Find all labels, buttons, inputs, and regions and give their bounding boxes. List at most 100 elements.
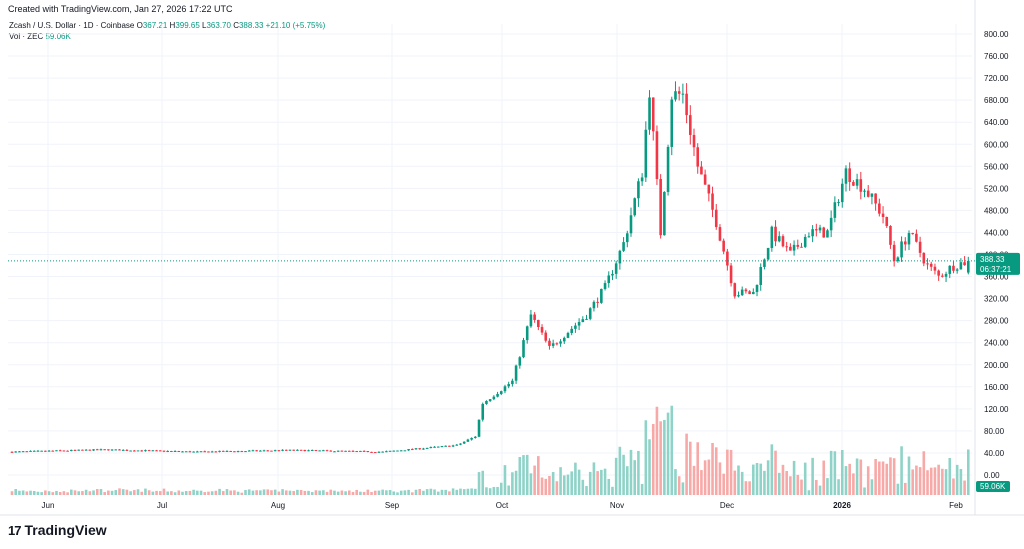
volume-bar bbox=[466, 488, 470, 495]
volume-bar bbox=[366, 489, 370, 495]
volume-bar bbox=[325, 491, 329, 495]
volume-bar bbox=[663, 419, 666, 495]
candle-body bbox=[418, 448, 422, 450]
candle-body bbox=[147, 450, 151, 452]
volume-bar bbox=[151, 491, 155, 495]
volume-bar bbox=[322, 490, 325, 495]
volume-bar bbox=[770, 444, 774, 495]
candle-body bbox=[333, 451, 336, 453]
candle-body bbox=[674, 91, 677, 100]
volume-bar bbox=[818, 485, 822, 495]
volume-bar bbox=[707, 459, 711, 495]
candle-body bbox=[125, 449, 129, 451]
volume-bar bbox=[955, 464, 959, 495]
candle-body bbox=[903, 241, 907, 245]
volume-bar bbox=[340, 490, 344, 495]
volume-bar bbox=[644, 420, 648, 495]
candle-body bbox=[140, 450, 144, 452]
volume-bar bbox=[755, 462, 759, 495]
candle-body bbox=[325, 450, 329, 452]
candle-body bbox=[796, 244, 800, 247]
candle-body bbox=[714, 209, 718, 228]
volume-bar bbox=[611, 486, 614, 495]
candle-body bbox=[44, 450, 47, 452]
candle-body bbox=[585, 318, 588, 320]
candle-body bbox=[537, 319, 540, 328]
volume-bar bbox=[425, 489, 429, 495]
volume-bar bbox=[32, 491, 36, 495]
volume-bar bbox=[592, 462, 596, 495]
volume-bar bbox=[600, 469, 603, 495]
volume-bar bbox=[470, 488, 473, 495]
candle-body bbox=[544, 332, 548, 341]
candle-body bbox=[47, 450, 51, 452]
volume-bar bbox=[866, 466, 870, 495]
volume-bar bbox=[874, 458, 877, 495]
candle-body bbox=[270, 450, 273, 452]
candle-body bbox=[303, 449, 307, 452]
volume-bar bbox=[436, 491, 440, 495]
change-value: +21.10 (+5.75%) bbox=[265, 21, 326, 30]
volume-bar bbox=[262, 489, 266, 495]
candle-body bbox=[158, 450, 162, 452]
volume-bar bbox=[718, 462, 722, 495]
candle-body bbox=[444, 445, 447, 447]
candle-body bbox=[95, 449, 99, 451]
volume-bar bbox=[744, 481, 748, 495]
candle-body bbox=[381, 451, 384, 453]
candle-body bbox=[370, 451, 373, 453]
volume-bar bbox=[777, 472, 781, 495]
volume-bar bbox=[333, 490, 336, 495]
volume-bar bbox=[837, 479, 840, 495]
candle-body bbox=[225, 450, 229, 452]
candle-body bbox=[318, 450, 321, 452]
price-tag-countdown: 06:37:21 bbox=[980, 265, 1012, 274]
candle-body bbox=[229, 450, 232, 452]
volume-bar bbox=[236, 491, 240, 495]
volume-bar bbox=[674, 469, 677, 495]
candle-body bbox=[296, 449, 299, 451]
y-tick-label: 680.00 bbox=[984, 96, 1009, 105]
low-label: L bbox=[202, 21, 207, 30]
volume-bar bbox=[774, 450, 777, 495]
candle-body bbox=[540, 327, 544, 333]
candle-body bbox=[99, 449, 103, 451]
volume-bar bbox=[796, 474, 800, 495]
volume-bar bbox=[88, 491, 92, 495]
candle-body bbox=[477, 419, 481, 437]
candle-body bbox=[929, 263, 933, 267]
candle-body bbox=[281, 449, 284, 451]
candle-body bbox=[170, 450, 173, 452]
candle-body bbox=[800, 246, 803, 248]
candle-body bbox=[377, 451, 381, 453]
candle-body bbox=[941, 275, 944, 277]
volume-bar bbox=[229, 490, 232, 495]
volume-bar bbox=[603, 468, 607, 495]
candle-body bbox=[503, 386, 507, 392]
candle-body bbox=[466, 439, 470, 442]
volume-bar bbox=[859, 459, 863, 495]
open-value: 367.21 bbox=[142, 21, 168, 30]
volume-bar bbox=[726, 449, 729, 495]
volume-bar bbox=[51, 492, 55, 495]
volume-bar bbox=[373, 490, 377, 495]
candle-body bbox=[188, 451, 192, 453]
volume-bar bbox=[144, 488, 147, 495]
volume-bar bbox=[907, 456, 911, 495]
volume-bar bbox=[555, 481, 559, 495]
volume-bar bbox=[759, 463, 763, 495]
volume-bar bbox=[815, 479, 818, 495]
high-label: H bbox=[169, 21, 176, 30]
candle-body bbox=[307, 450, 310, 452]
y-tick-label: 640.00 bbox=[984, 118, 1009, 127]
volume-bar bbox=[66, 492, 69, 495]
volume-bar bbox=[640, 483, 644, 495]
volume-bar bbox=[429, 488, 433, 495]
volume-value: 59.06K bbox=[45, 32, 71, 41]
volume-bar bbox=[422, 490, 425, 495]
candle-body bbox=[329, 450, 333, 452]
candle-body bbox=[92, 449, 95, 451]
volume-bar bbox=[529, 473, 533, 495]
candle-body bbox=[218, 450, 221, 452]
